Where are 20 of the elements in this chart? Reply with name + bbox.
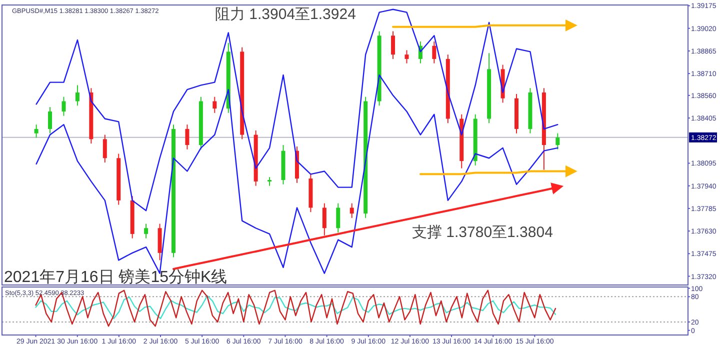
annotation: 支撑 1.3780至1.3804 xyxy=(412,224,553,241)
candlestick xyxy=(34,124,38,138)
candlestick xyxy=(185,124,190,150)
candlestick xyxy=(336,202,340,233)
candlestick xyxy=(102,134,107,163)
annotation: 阻力 1.3904至1.3924 xyxy=(215,6,356,23)
candlestick xyxy=(48,106,52,134)
candlestick xyxy=(75,84,80,106)
candlestick xyxy=(144,223,148,239)
candlestick xyxy=(322,202,326,236)
candlestick xyxy=(62,96,66,116)
line-series xyxy=(35,290,556,327)
line-series xyxy=(35,295,556,320)
candlestick xyxy=(350,202,354,218)
candlestick xyxy=(404,50,409,64)
candlestick xyxy=(212,96,217,114)
text: 2021年7月16日 镑美15分钟K线 xyxy=(4,268,228,286)
candlestick xyxy=(432,40,436,64)
candlestick xyxy=(391,30,396,60)
candlestick xyxy=(556,132,560,150)
